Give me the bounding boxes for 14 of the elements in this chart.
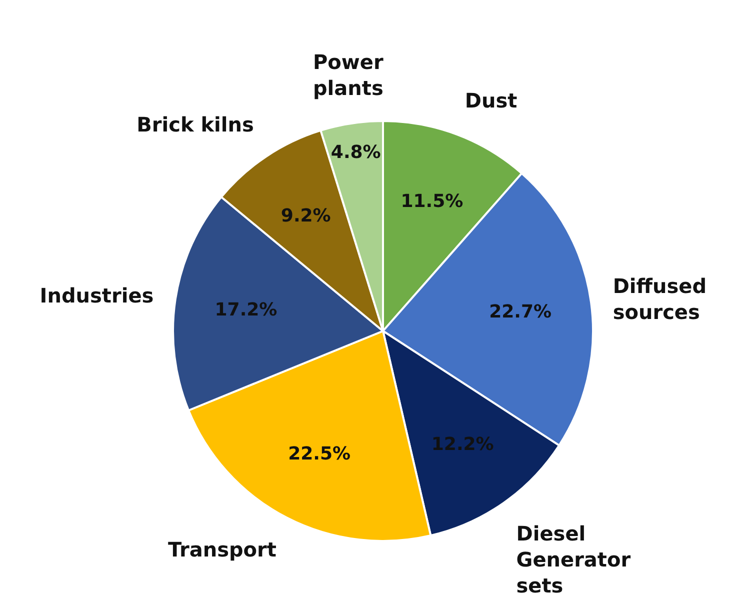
slice-label: Diesel Generator sets	[516, 521, 631, 598]
data-label: 22.7%	[489, 302, 552, 323]
data-label: 11.5%	[400, 190, 464, 212]
slice-label: Transport	[168, 538, 277, 562]
data-label: 22.5%	[288, 444, 351, 465]
data-label: 4.8%	[330, 142, 381, 163]
slice-label: Dust	[464, 88, 518, 112]
slice-label: Brick kilns	[136, 112, 254, 137]
data-label: 9.2%	[280, 205, 331, 226]
slice-label: Industries	[40, 283, 154, 308]
slice-label: Power plants	[312, 50, 384, 100]
data-label: 17.2%	[214, 299, 278, 320]
slice-label: Diffused sources	[612, 274, 707, 324]
data-label: 12.2%	[431, 434, 494, 455]
